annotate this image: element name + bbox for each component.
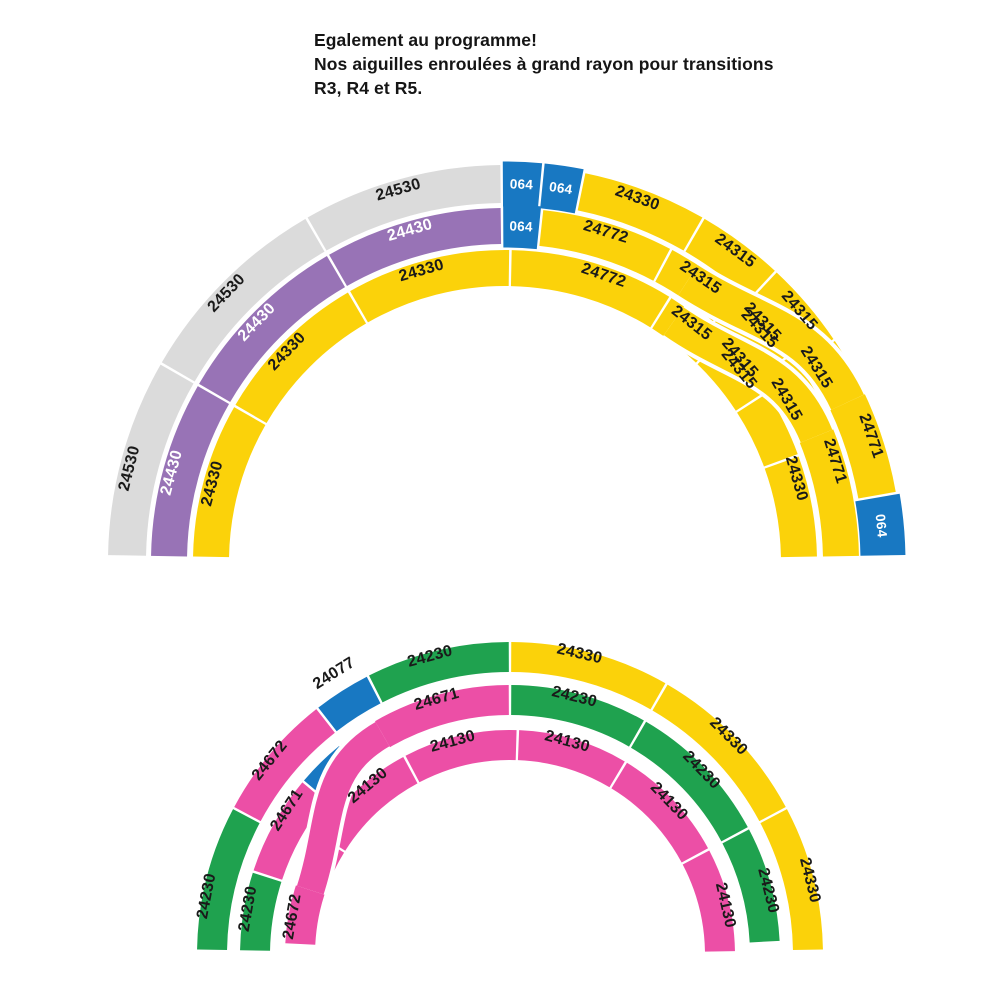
track-segment-24330 — [760, 809, 823, 951]
track-segment-24671 — [253, 782, 326, 880]
headline-line-3: R3, R4 et R5. — [314, 78, 423, 98]
track-segment-24772 — [539, 210, 671, 281]
track-segment-24330 — [577, 173, 703, 251]
track-segment-24530 — [307, 165, 501, 251]
curved-turnouts-r1-r2-ring-outer — [197, 642, 823, 951]
track-segment-064 — [855, 493, 906, 556]
track-label: 064 — [873, 513, 890, 538]
track-segment-24530 — [161, 218, 325, 382]
track-segment-24130 — [517, 730, 625, 788]
headline-line-2: Nos aiguilles enroulées à grand rayon po… — [314, 54, 774, 74]
transition-track — [663, 307, 833, 443]
track-segment-24130 — [611, 762, 709, 863]
curved-turnouts-r1-r2-ring-middle — [240, 685, 780, 951]
track-segment-064 — [503, 204, 542, 250]
track-segment-24130 — [682, 850, 735, 952]
transition-track — [296, 722, 390, 895]
track-segment-24230 — [630, 721, 748, 842]
track-segment-24330 — [235, 292, 367, 424]
track-segment-24772 — [510, 250, 670, 328]
track-segment-24130 — [405, 730, 517, 783]
track-segment-24315 — [685, 218, 775, 299]
track-segment-064 — [502, 161, 543, 209]
track-segment-24230 — [240, 872, 282, 951]
track-segment-24230 — [511, 685, 644, 747]
track-label: 064 — [509, 218, 533, 234]
track-segment — [737, 393, 798, 467]
headline: Egalement au programme! Nos aiguilles en… — [314, 28, 774, 100]
track-segment-24230 — [722, 829, 780, 943]
headline-line-1: Egalement au programme! — [314, 30, 538, 50]
track-segment-064 — [540, 163, 584, 214]
track-segment-24130 — [319, 756, 418, 851]
track-segment-24330 — [764, 456, 817, 558]
track-segment-24330 — [193, 407, 266, 558]
track-segment-24330 — [652, 684, 786, 822]
track-segment-24430 — [329, 208, 502, 287]
track-segment-24230 — [369, 642, 509, 703]
track-segment — [318, 676, 381, 732]
track-segment-24330 — [511, 642, 666, 710]
transition-track — [678, 265, 864, 411]
track-segment-24530 — [108, 364, 194, 556]
track-label: 064 — [509, 176, 533, 192]
track-segment-24430 — [151, 386, 230, 557]
track-segment-24330 — [350, 250, 510, 323]
track-segment-24672 — [234, 709, 335, 822]
track-label: 064 — [548, 179, 574, 197]
track-segment-24230 — [197, 809, 260, 951]
track-segment-24430 — [199, 256, 346, 403]
